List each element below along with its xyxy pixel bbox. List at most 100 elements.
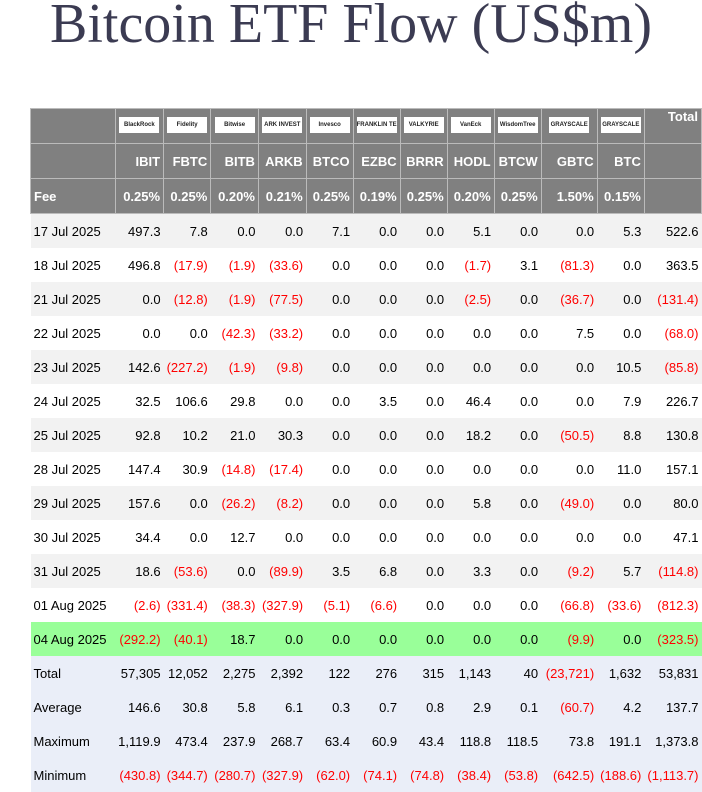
fund-logo-cell: BlackRock	[114, 108, 165, 144]
flow-value: 12.7	[210, 520, 259, 554]
fund-logo: FRANKLIN TEMPLETON	[356, 116, 397, 133]
flow-value: (1.9)	[210, 282, 259, 316]
flow-value: 0.0	[210, 554, 259, 588]
flow-value: (42.3)	[210, 316, 259, 350]
flow-value: (68.0)	[644, 316, 702, 350]
flow-value: (77.5)	[258, 282, 307, 316]
summary-value: 0.1	[494, 690, 542, 724]
fee-value: 0.25%	[163, 178, 212, 214]
summary-row: Total 57,305 12,052 2,275 2,392 122 276 315 1,14…	[30, 656, 702, 690]
flow-value: 0.0	[494, 350, 542, 384]
summary-value: 1,373.8	[644, 724, 702, 758]
flow-value: 0.0	[400, 554, 448, 588]
flow-value: (2.5)	[447, 282, 495, 316]
flow-value: 7.8	[163, 213, 211, 248]
flow-value: 10.2	[163, 418, 211, 452]
flow-value: 0.0	[541, 213, 598, 248]
flow-value: 0.0	[115, 282, 164, 316]
flow-value: 0.0	[597, 486, 645, 520]
flow-value: (227.2)	[163, 350, 211, 384]
date-cell: 01 Aug 2025	[30, 588, 116, 622]
summary-value: (38.4)	[447, 758, 495, 792]
flow-value: 0.0	[400, 350, 448, 384]
date-cell: 21 Jul 2025	[30, 282, 116, 316]
flow-value: 0.0	[306, 622, 354, 656]
flow-value: 106.6	[163, 384, 211, 418]
flow-value: 10.5	[597, 350, 645, 384]
summary-value: (1,113.7)	[644, 758, 702, 792]
flow-value: (49.0)	[541, 486, 598, 520]
date-cell: 30 Jul 2025	[30, 520, 116, 554]
flow-value: 3.1	[494, 248, 542, 282]
flow-value: 497.3	[115, 213, 164, 248]
flow-value: 0.0	[400, 213, 448, 248]
ticker-header: EZBC	[352, 143, 401, 179]
summary-value: 2,392	[258, 656, 307, 690]
table-row: 31 Jul 2025 18.6 (53.6) 0.0 (89.9) 3.5 6.8 0.0 3…	[30, 554, 702, 588]
summary-value: 43.4	[400, 724, 448, 758]
fee-value: 0.21%	[257, 178, 307, 214]
flow-value: 21.0	[210, 418, 259, 452]
flow-value: 0.0	[306, 316, 354, 350]
page-title: Bitcoin ETF Flow (US$m)	[49, 0, 653, 55]
fund-logo: VanEck	[450, 116, 491, 133]
flow-value: 0.0	[400, 520, 448, 554]
flow-value: 0.0	[541, 452, 598, 486]
flow-value: 0.0	[494, 452, 542, 486]
flow-value: 0.0	[258, 520, 307, 554]
summary-value: (60.7)	[541, 690, 598, 724]
flow-value: 0.0	[353, 452, 401, 486]
flow-value: 0.0	[541, 384, 598, 418]
flow-value: 7.9	[597, 384, 645, 418]
flow-value: 0.0	[400, 486, 448, 520]
summary-value: 30.8	[163, 690, 211, 724]
flow-value: 0.0	[400, 588, 448, 622]
table-row: 22 Jul 2025 0.0 0.0 (42.3) (33.2) 0.0 0.0 0.0 0.…	[30, 316, 702, 350]
fee-row: Fee 0.25% 0.25% 0.20% 0.21% 0.25% 0.19% 0.25% 0.…	[30, 178, 702, 214]
flow-value: (327.9)	[258, 588, 307, 622]
flow-value: (33.2)	[258, 316, 307, 350]
flow-value: 363.5	[644, 248, 702, 282]
flow-value: 157.6	[115, 486, 164, 520]
flow-value: 0.0	[494, 316, 542, 350]
date-cell: 31 Jul 2025	[30, 554, 116, 588]
ticker-header: BITB	[210, 143, 259, 179]
fund-logo: WisdomTree	[497, 116, 538, 133]
date-cell: 29 Jul 2025	[30, 486, 116, 520]
flow-value: (53.6)	[163, 554, 211, 588]
flow-value: (8.2)	[258, 486, 307, 520]
fund-logo-cell: Fidelity	[163, 108, 212, 144]
date-cell: 28 Jul 2025	[30, 452, 116, 486]
flow-value: 5.3	[597, 213, 645, 248]
fund-logo-cell: Invesco	[305, 108, 354, 144]
fund-logo-cell: ARK INVEST	[257, 108, 307, 144]
flow-value: 0.0	[306, 486, 354, 520]
header-blank	[643, 178, 702, 214]
summary-value: (430.8)	[115, 758, 164, 792]
flow-value: 46.4	[447, 384, 495, 418]
ticker-header: HODL	[446, 143, 495, 179]
flow-value: 0.0	[494, 554, 542, 588]
summary-value: 237.9	[210, 724, 259, 758]
flow-value: 0.0	[353, 316, 401, 350]
fee-value: 0.25%	[493, 178, 542, 214]
flow-value: (1.9)	[210, 248, 259, 282]
flow-value: 5.1	[447, 213, 495, 248]
summary-value: 5.8	[210, 690, 259, 724]
flow-value: 30.9	[163, 452, 211, 486]
flow-value: (33.6)	[597, 588, 645, 622]
flow-value: 0.0	[258, 213, 307, 248]
flow-value: 0.0	[163, 316, 211, 350]
flow-value: 0.0	[447, 316, 495, 350]
summary-value: 118.8	[447, 724, 495, 758]
flow-value: 0.0	[163, 520, 211, 554]
flow-value: (292.2)	[115, 622, 164, 656]
flow-value: 0.0	[353, 350, 401, 384]
flow-value: (17.9)	[163, 248, 211, 282]
logo-row: BlackRock Fidelity Bitwise ARK INVEST Invesc…	[30, 108, 702, 144]
flow-value: 0.0	[494, 213, 542, 248]
flow-value: 7.1	[306, 213, 354, 248]
ticker-header: BTCO	[305, 143, 354, 179]
fee-value: 0.25%	[399, 178, 448, 214]
flow-value: 34.4	[115, 520, 164, 554]
